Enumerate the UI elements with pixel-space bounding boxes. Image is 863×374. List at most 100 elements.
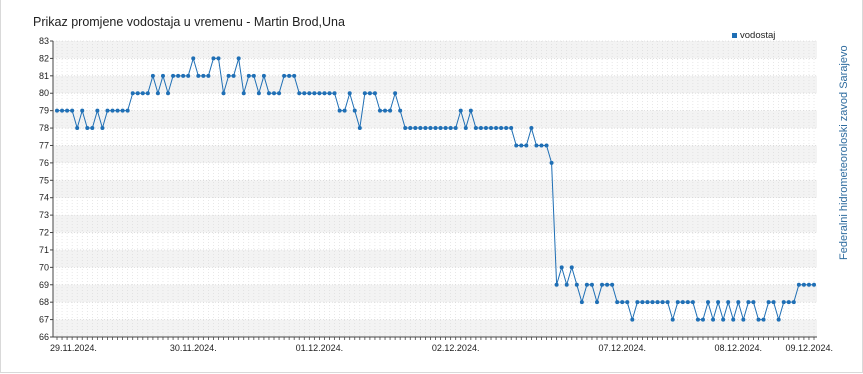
data-point — [428, 126, 433, 131]
y-tick-label: 75 — [39, 175, 49, 185]
data-point — [584, 282, 589, 287]
data-point — [630, 317, 635, 322]
data-point — [700, 317, 705, 322]
data-point — [650, 300, 655, 305]
legend: vodostaj — [732, 30, 775, 41]
data-point — [398, 108, 403, 113]
x-tick-label: 07.12.2024. — [598, 343, 646, 353]
data-point — [211, 56, 216, 61]
data-point — [317, 91, 322, 96]
data-point — [514, 143, 519, 148]
y-tick-label: 72 — [39, 228, 49, 238]
x-tick-label: 09.12.2024. — [785, 343, 833, 353]
data-point — [85, 126, 90, 131]
data-point — [231, 73, 236, 78]
data-point — [736, 300, 741, 305]
data-point — [640, 300, 645, 305]
grid-band — [53, 215, 817, 233]
data-point — [786, 300, 791, 305]
x-tick-label: 29.11.2024. — [50, 343, 97, 353]
data-point — [95, 108, 100, 113]
grid-band — [53, 284, 817, 303]
data-point — [221, 91, 226, 96]
data-point — [408, 126, 413, 131]
data-point — [125, 108, 130, 113]
data-point — [60, 108, 65, 113]
data-point — [766, 300, 771, 305]
data-point — [812, 282, 816, 287]
grid-band — [53, 319, 817, 337]
data-point — [266, 91, 271, 96]
legend-label: vodostaj — [740, 30, 776, 41]
data-point — [367, 91, 372, 96]
data-point — [246, 73, 251, 78]
data-point — [796, 282, 801, 287]
data-point — [473, 126, 478, 131]
y-tick-label: 79 — [39, 106, 49, 116]
data-point — [615, 300, 620, 305]
legend-swatch — [732, 32, 737, 38]
data-point — [251, 73, 256, 78]
data-point — [544, 143, 549, 148]
data-point — [110, 108, 115, 113]
y-tick-label: 77 — [39, 140, 49, 150]
data-point — [145, 91, 150, 96]
data-point — [489, 126, 494, 131]
data-point — [155, 91, 160, 96]
data-point — [458, 108, 463, 113]
data-point — [468, 108, 473, 113]
data-point — [751, 300, 756, 305]
data-point — [761, 317, 766, 322]
data-point — [362, 91, 367, 96]
data-point — [448, 126, 453, 131]
data-point — [483, 126, 488, 131]
data-point — [100, 126, 105, 131]
data-point — [282, 73, 287, 78]
data-point — [499, 126, 504, 131]
data-point — [534, 143, 539, 148]
data-point — [741, 317, 746, 322]
data-point — [529, 126, 534, 131]
data-point — [635, 300, 640, 305]
y-tick-label: 69 — [39, 280, 49, 290]
data-point — [453, 126, 458, 131]
data-point — [610, 282, 615, 287]
data-point — [241, 91, 246, 96]
data-point — [716, 300, 721, 305]
data-point — [130, 91, 135, 96]
data-point — [655, 300, 660, 305]
data-point — [327, 91, 332, 96]
data-point — [261, 73, 266, 78]
data-point — [65, 108, 70, 113]
data-point — [302, 91, 307, 96]
y-tick-label: 83 — [39, 36, 49, 46]
data-point — [589, 282, 594, 287]
y-tick-label: 80 — [39, 88, 49, 98]
data-point — [226, 73, 231, 78]
y-tick-label: 76 — [39, 158, 49, 168]
data-point — [75, 126, 80, 131]
data-point — [377, 108, 382, 113]
data-point — [413, 126, 418, 131]
data-point — [347, 91, 352, 96]
data-point — [771, 300, 776, 305]
data-point — [645, 300, 650, 305]
y-tick-label: 82 — [39, 53, 49, 63]
y-tick-label: 70 — [39, 262, 49, 272]
data-point — [776, 317, 781, 322]
data-point — [388, 108, 393, 113]
data-point — [690, 300, 695, 305]
data-point — [721, 317, 726, 322]
data-point — [191, 56, 196, 61]
data-point — [372, 91, 377, 96]
grid-band — [53, 249, 817, 268]
y-tick-label: 68 — [39, 297, 49, 307]
data-point — [660, 300, 665, 305]
data-point — [383, 108, 388, 113]
data-point — [569, 265, 574, 270]
data-point — [236, 56, 241, 61]
data-point — [509, 126, 514, 131]
data-point — [625, 300, 630, 305]
data-point — [438, 126, 443, 131]
data-point — [120, 108, 125, 113]
